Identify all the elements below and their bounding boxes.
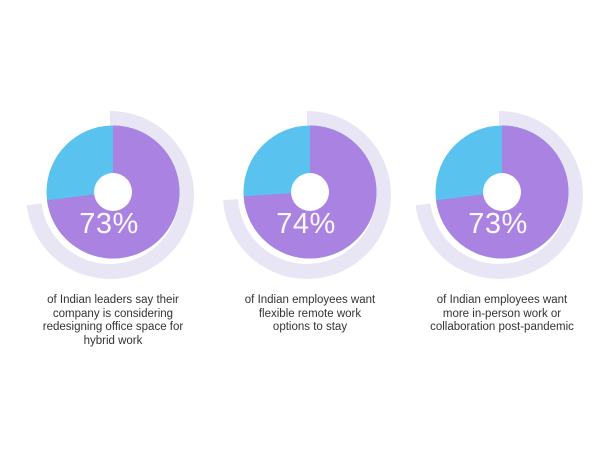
donut-hole xyxy=(483,173,521,211)
donut-hole xyxy=(94,173,132,211)
donut-hole xyxy=(291,173,329,211)
donut-svg-3 xyxy=(415,111,583,279)
ring-track-arc xyxy=(26,111,194,279)
donut-svg-1 xyxy=(26,111,194,279)
caption-3: of Indian employees want more in-person … xyxy=(430,294,574,334)
caption-2: of Indian employees want flexible remote… xyxy=(244,294,376,334)
donut-3: 73% xyxy=(402,92,600,292)
donut-1: 73% xyxy=(13,92,213,292)
donut-chart-employees-remote-options: 74% of Indian employees want flexible re… xyxy=(210,92,410,335)
ring-track-arc xyxy=(415,111,583,279)
donut-chart-employees-in-person: 73% of Indian employees want more in-per… xyxy=(402,92,600,335)
donut-chart-leaders-office-space: 73% of Indian leaders say their company … xyxy=(13,92,213,348)
ring-track-arc xyxy=(223,111,391,279)
caption-1: of Indian leaders say their company is c… xyxy=(42,294,184,347)
donut-2: 74% xyxy=(210,92,410,292)
donut-svg-2 xyxy=(223,111,391,279)
